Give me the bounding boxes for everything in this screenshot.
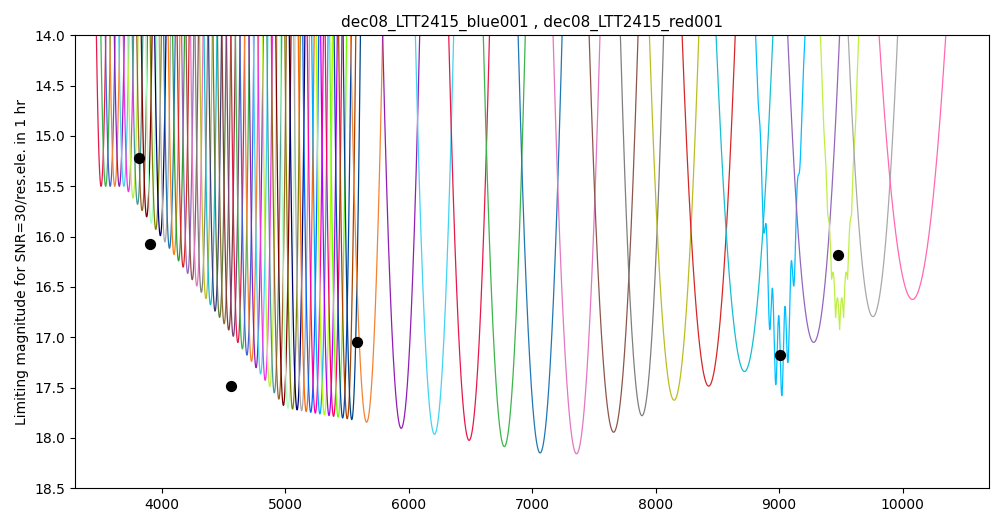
Point: [829, 250, 846, 259]
Title: dec08_LTT2415_blue001 , dec08_LTT2415_red001: dec08_LTT2415_blue001 , dec08_LTT2415_re…: [341, 15, 722, 31]
Point: [348, 338, 364, 347]
Point: [142, 239, 158, 248]
Point: [223, 382, 239, 390]
Point: [131, 154, 147, 162]
Y-axis label: Limiting magnitude for SNR=30/res.ele. in 1 hr: Limiting magnitude for SNR=30/res.ele. i…: [15, 99, 29, 425]
Point: [771, 351, 787, 359]
